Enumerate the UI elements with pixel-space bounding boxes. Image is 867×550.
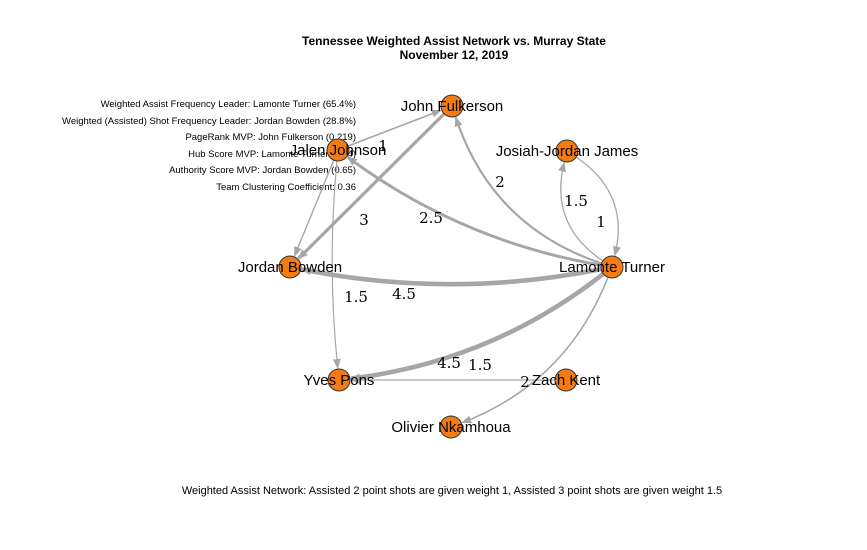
node-labels-layer: John Fulkerson Jalen Johnson Josiah-Jordan… xyxy=(238,98,665,436)
edge-johnson-pons xyxy=(331,160,341,370)
node-label-pons: Yves Pons xyxy=(304,372,375,389)
edge-weight-label-johnson-fulkerson: 1 xyxy=(378,137,388,155)
node-nkamhoua xyxy=(439,415,463,439)
edge-weight-label-fulkerson-bowden: 3 xyxy=(359,211,369,229)
edge-weight-label-turner-pons: 4.5 xyxy=(437,354,461,372)
edge-james-turner xyxy=(575,156,621,257)
edge-weight-label-turner-johnson: 2.5 xyxy=(419,209,443,227)
edge-weight-label-turner-james: 1.5 xyxy=(564,192,588,210)
network-stats: Weighted Assist Frequency Leader: Lamont… xyxy=(0,97,356,197)
node-label-johnson: Jalen Johnson xyxy=(290,142,387,159)
title-line-2: November 12, 2019 xyxy=(399,48,509,62)
node-johnson xyxy=(326,138,350,162)
node-label-james: Josiah-Jordan James xyxy=(496,143,639,160)
edge-labels-layer: 1 2.5 2 3 1.5 4.5 4.5 1.5 1.5 1 2 xyxy=(344,137,606,391)
stat-assist-frequency-leader: Weighted Assist Frequency Leader: Lamont… xyxy=(100,99,356,110)
edge-turner-johnson xyxy=(346,155,602,267)
stat-pagerank-mvp: PageRank MVP: John Fulkerson (0.219) xyxy=(185,132,356,144)
caption: Weighted Assist Network: Assisted 2 poin… xyxy=(181,485,723,497)
edges-layer xyxy=(293,109,621,424)
stat-authority-score-mvp: Authority Score MVP: Jordan Bowden (0.65… xyxy=(169,165,356,177)
edge-weight-label-james-turner: 1 xyxy=(596,213,606,231)
node-label-nkamhoua: Olivier Nkamhoua xyxy=(391,419,511,436)
edge-weight-label-johnson-pons: 1.5 xyxy=(344,288,368,306)
edge-fulkerson-bowden xyxy=(297,112,446,260)
stat-shot-frequency-leader: Weighted (Assisted) Shot Frequency Leade… xyxy=(62,115,356,127)
node-pons xyxy=(327,368,351,392)
node-label-turner: Lamonte Turner xyxy=(559,259,665,276)
chart-title: Tennessee Weighted Assist Network vs. Mu… xyxy=(0,34,867,62)
edge-turner-bowden xyxy=(300,266,602,287)
edge-turner-fulkerson xyxy=(454,116,602,265)
edge-turner-nkamhoua xyxy=(461,276,609,424)
edge-weight-label-turner-bowden: 4.5 xyxy=(392,285,416,303)
title-line-1: Tennessee Weighted Assist Network vs. Mu… xyxy=(302,34,606,48)
stat-clustering-coefficient: Team Clustering Coefficient: 0.36 xyxy=(216,181,356,193)
node-fulkerson xyxy=(440,94,464,118)
edge-johnson-fulkerson xyxy=(347,109,442,147)
node-label-bowden: Jordan Bowden xyxy=(238,259,342,276)
edge-weight-label-turner-nkamhoua: 2 xyxy=(520,373,530,391)
stat-hub-score-mvp: Hub Score MVP: Lamonte Turner (0.94) xyxy=(188,148,356,160)
edge-turner-james xyxy=(558,161,604,262)
node-turner xyxy=(600,255,624,279)
edge-weight-label-turner-fulkerson: 2 xyxy=(495,173,505,191)
node-james xyxy=(555,139,579,163)
nodes-layer xyxy=(278,94,624,439)
edge-weight-label-kent-pons: 1.5 xyxy=(468,356,492,374)
node-label-fulkerson: John Fulkerson xyxy=(401,98,504,115)
edge-turner-pons xyxy=(349,271,605,382)
edge-johnson-bowden xyxy=(293,159,335,257)
node-label-kent: Zach Kent xyxy=(532,372,601,389)
node-bowden xyxy=(278,255,302,279)
node-kent xyxy=(554,368,578,392)
